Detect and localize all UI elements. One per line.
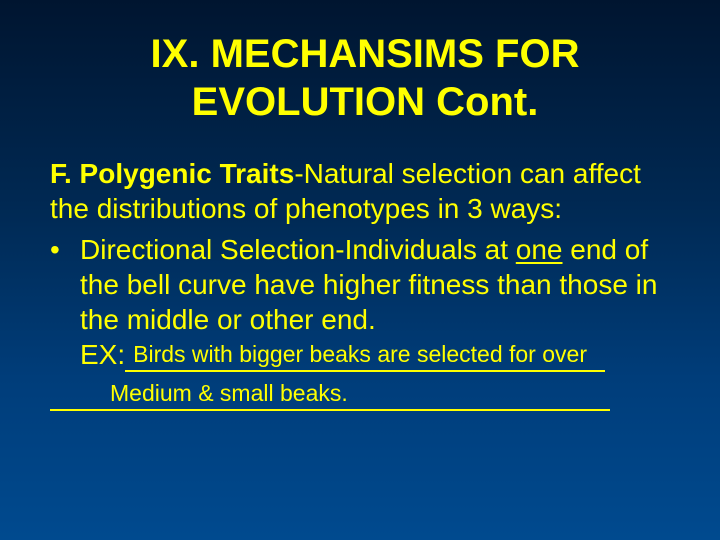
- title-line-1: IX. MECHANSIMS FOR: [151, 32, 580, 76]
- ex-label: EX:: [80, 339, 125, 370]
- intro-bold: F. Polygenic Traits: [50, 158, 294, 189]
- ex-blank-line-1: Birds with bigger beaks are selected for…: [125, 337, 605, 372]
- ex-answer-2: Medium & small beaks.: [110, 379, 348, 408]
- bullet-content: Directional Selection-Individuals at one…: [80, 232, 680, 411]
- ex-answer-1: Birds with bigger beaks are selected for…: [133, 340, 587, 369]
- slide-title: IX. MECHANSIMS FOR EVOLUTION Cont.: [50, 30, 680, 126]
- intro-paragraph: F. Polygenic Traits-Natural selection ca…: [50, 156, 680, 226]
- bullet-marker: •: [50, 232, 80, 267]
- ex-blank-line-2: Medium & small beaks.: [50, 376, 610, 411]
- bullet-text-before: Directional Selection-Individuals at: [80, 234, 516, 265]
- title-line-2: EVOLUTION Cont.: [192, 80, 539, 124]
- bullet-item: • Directional Selection-Individuals at o…: [50, 232, 680, 411]
- blank-one: one: [516, 234, 563, 265]
- example-row-2: Medium & small beaks.: [50, 376, 680, 411]
- example-row-1: EX: Birds with bigger beaks are selected…: [80, 337, 680, 372]
